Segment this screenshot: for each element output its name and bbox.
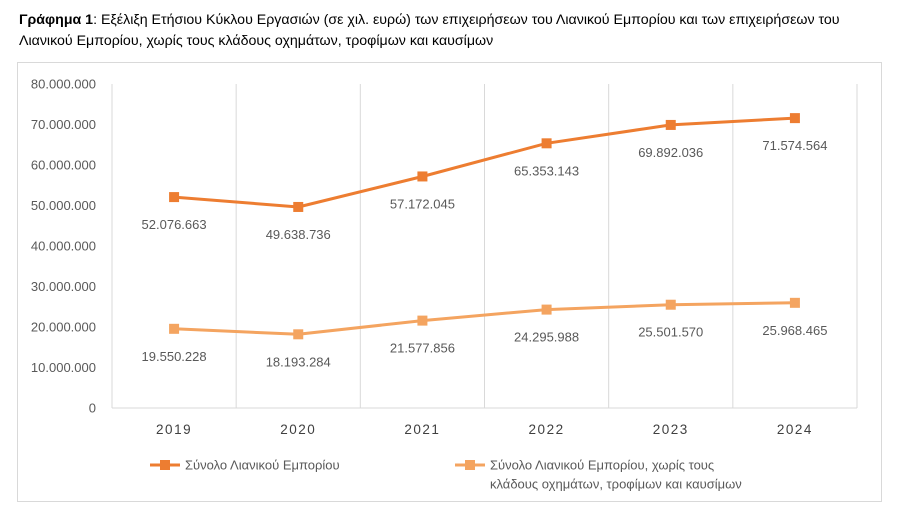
data-point-marker — [789, 113, 800, 124]
y-tick-label: 0 — [89, 401, 96, 416]
data-point-marker — [293, 201, 304, 212]
data-point-marker — [169, 323, 180, 334]
y-tick-label: 80.000.000 — [31, 77, 96, 92]
data-point-marker — [417, 315, 428, 326]
data-label: 19.550.228 — [142, 349, 207, 364]
data-label: 65.353.143 — [514, 163, 579, 178]
data-label: 69.892.036 — [638, 145, 703, 160]
data-point-marker — [417, 171, 428, 182]
legend-label-2: κλάδους οχημάτων, τροφίμων και καυσίμων — [490, 477, 742, 492]
data-point-marker — [665, 119, 676, 130]
data-point-marker — [665, 299, 676, 310]
legend-marker-1 — [160, 460, 170, 470]
legend-label-2: Σύνολο Λιανικού Εμπορίου, χωρίς τους — [490, 458, 714, 473]
data-label: 25.501.570 — [638, 325, 703, 340]
y-tick-label: 40.000.000 — [31, 239, 96, 254]
data-label: 57.172.045 — [390, 196, 455, 211]
legend-marker-2 — [465, 460, 475, 470]
data-label: 71.574.564 — [762, 138, 827, 153]
y-tick-label: 10.000.000 — [31, 360, 96, 375]
y-tick-label: 30.000.000 — [31, 279, 96, 294]
chart-frame — [17, 62, 882, 502]
x-tick-label: 2022 — [529, 422, 565, 437]
series-line-2 — [174, 301, 795, 336]
data-label: 49.638.736 — [266, 227, 331, 242]
caption-prefix: Γράφημα 1 — [19, 12, 94, 28]
data-label: 21.577.856 — [390, 341, 455, 356]
data-point-marker — [541, 304, 552, 315]
legend-label-1: Σύνολο Λιανικού Εμπορίου — [185, 458, 340, 473]
data-point-marker — [541, 138, 552, 149]
x-tick-label: 2023 — [653, 422, 689, 437]
caption-text: : Εξέλιξη Ετήσιου Κύκλου Εργασιών (σε χι… — [19, 12, 840, 49]
data-point-marker — [169, 192, 180, 203]
x-tick-label: 2024 — [777, 422, 813, 437]
x-tick-label: 2020 — [280, 422, 316, 437]
y-tick-label: 50.000.000 — [31, 198, 96, 213]
chart-caption: Γράφημα 1: Εξέλιξη Ετήσιου Κύκλου Εργασι… — [19, 10, 889, 52]
series-line-1 — [173, 116, 795, 209]
data-label: 25.968.465 — [762, 323, 827, 338]
y-tick-label: 20.000.000 — [31, 320, 96, 335]
y-tick-label: 70.000.000 — [31, 117, 96, 132]
x-tick-label: 2019 — [156, 422, 192, 437]
data-point-marker — [293, 329, 304, 340]
y-tick-label: 60.000.000 — [31, 158, 96, 173]
data-label: 24.295.988 — [514, 330, 579, 345]
x-tick-label: 2021 — [404, 422, 440, 437]
data-label: 18.193.284 — [266, 354, 331, 369]
data-label: 52.076.663 — [142, 217, 207, 232]
data-point-marker — [789, 297, 800, 308]
